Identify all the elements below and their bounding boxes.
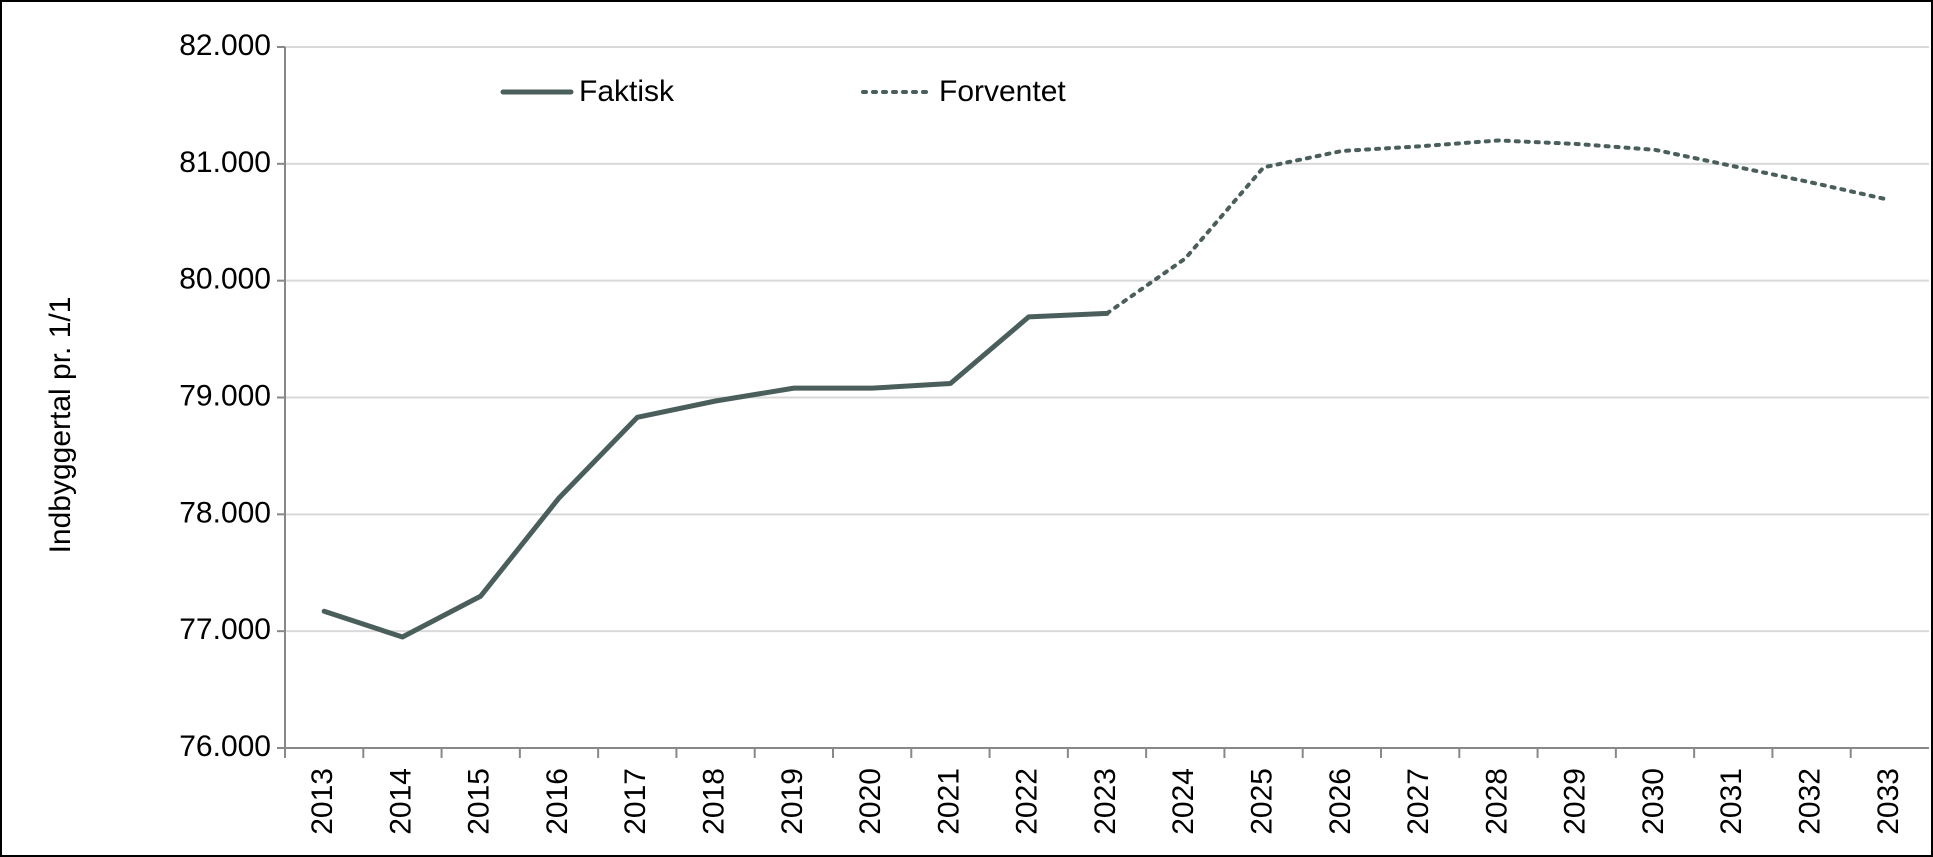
x-tick-label: 2025 <box>1245 768 1278 835</box>
x-tick-label: 2033 <box>1872 768 1905 835</box>
data-line <box>1105 138 1892 316</box>
x-tick-label: 2013 <box>306 768 339 835</box>
x-tick-label: 2026 <box>1324 768 1357 835</box>
x-tick-label: 2024 <box>1167 768 1200 835</box>
x-tick-label: 2029 <box>1559 768 1592 835</box>
x-tick-label: 2020 <box>854 768 887 835</box>
legend-label: Forventet <box>939 75 1066 108</box>
x-tick-label: 2030 <box>1637 768 1670 835</box>
x-tick-label: 2019 <box>776 768 809 835</box>
x-tick-label: 2027 <box>1402 768 1435 835</box>
y-tick-label: 76.000 <box>179 730 271 763</box>
x-tick-label: 2016 <box>541 768 574 835</box>
x-tick-label: 2015 <box>463 768 496 835</box>
y-axis-label: Indbyggertal pr. 1/1 <box>44 297 77 554</box>
x-tick-label: 2022 <box>1011 768 1044 835</box>
y-tick-label: 81.000 <box>179 146 271 179</box>
y-tick-label: 77.000 <box>179 613 271 646</box>
x-tick-label: 2032 <box>1793 768 1826 835</box>
data-line <box>321 310 1110 640</box>
x-tick-label: 2031 <box>1715 768 1748 835</box>
y-tick-label: 78.000 <box>179 496 271 529</box>
x-tick-label: 2021 <box>932 768 965 835</box>
y-tick-label: 79.000 <box>179 379 271 412</box>
legend-label: Faktisk <box>579 75 675 108</box>
x-tick-label: 2014 <box>384 768 417 835</box>
x-tick-label: 2017 <box>619 768 652 835</box>
x-tick-label: 2018 <box>697 768 730 835</box>
x-tick-label: 2028 <box>1480 768 1513 835</box>
y-tick-label: 82.000 <box>179 29 271 62</box>
y-tick-label: 80.000 <box>179 263 271 296</box>
x-tick-label: 2023 <box>1089 768 1122 835</box>
